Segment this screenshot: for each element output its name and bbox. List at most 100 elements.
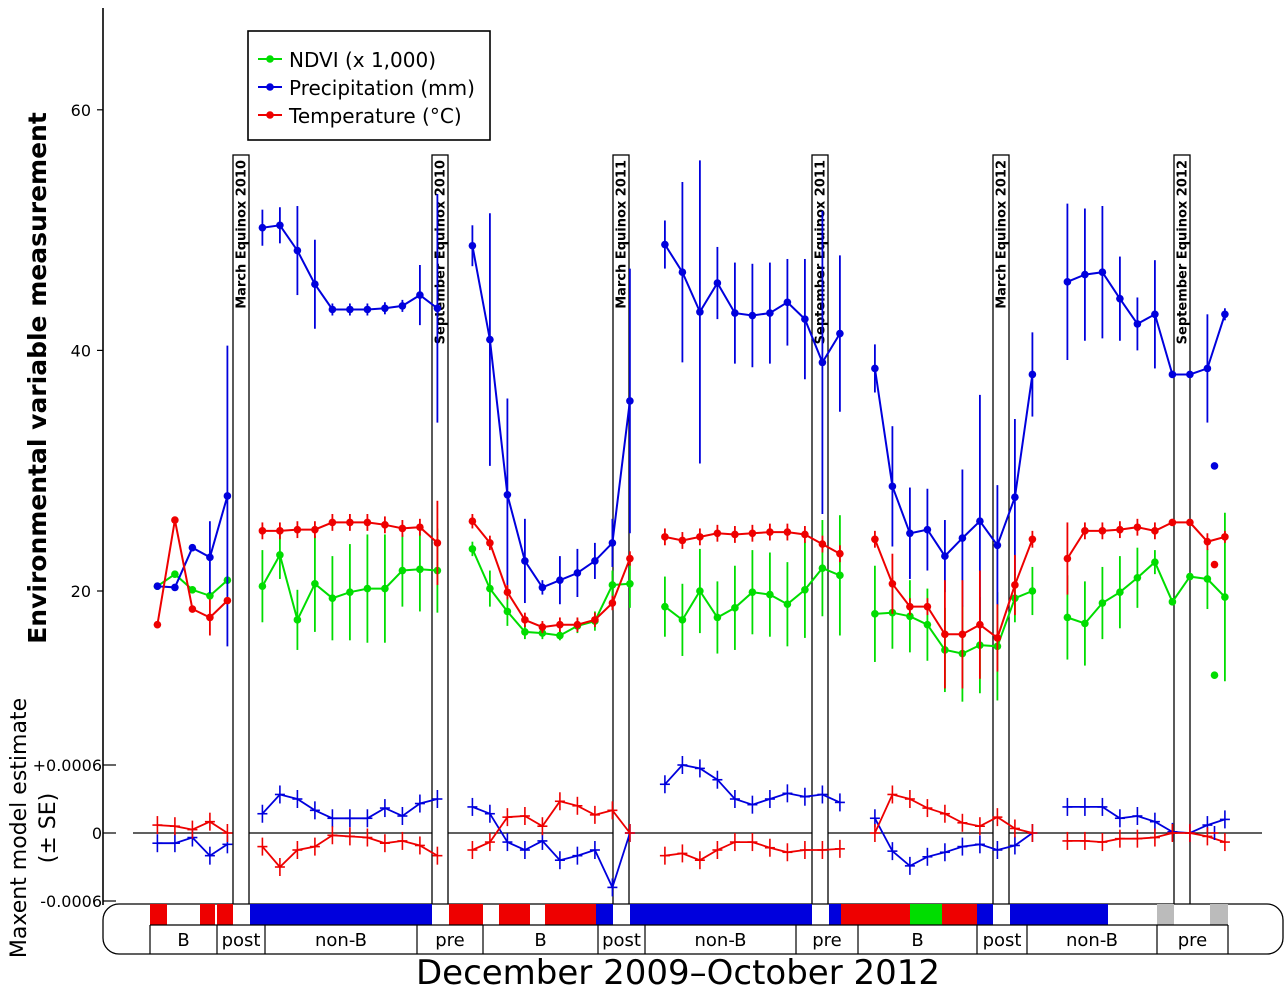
segment-label: post xyxy=(222,930,261,951)
precip-point xyxy=(1203,364,1212,373)
precip-point xyxy=(521,557,529,565)
segment-label: B xyxy=(534,930,546,951)
ndvi-line xyxy=(471,548,630,637)
precip-point xyxy=(1186,370,1194,379)
period-color-block xyxy=(449,904,483,925)
temp-point xyxy=(556,620,564,629)
y-tick-label-lower: 0 xyxy=(92,824,102,843)
precip-point xyxy=(678,268,687,277)
equinox-label: September Equinox 2011 xyxy=(814,160,829,344)
temp-point xyxy=(1098,527,1107,535)
temp-point xyxy=(1011,581,1019,589)
y-tick-label-lower: -0.0006 xyxy=(40,892,102,911)
ndvi-point xyxy=(871,610,879,618)
precip-point xyxy=(468,241,477,250)
temp-point xyxy=(433,539,442,547)
segment-label: non-B xyxy=(694,930,746,951)
temp-point xyxy=(1028,535,1037,544)
ndvi-point xyxy=(276,551,284,559)
temp-point xyxy=(346,518,354,527)
segment-label: non-B xyxy=(315,930,367,951)
temp-point xyxy=(188,605,197,613)
legend-label: Temperature (°C) xyxy=(288,104,462,128)
temp-point xyxy=(416,523,424,532)
period-color-block xyxy=(977,904,993,925)
legend-box xyxy=(247,30,491,141)
ndvi-point xyxy=(556,631,564,640)
ndvi-point xyxy=(713,613,722,622)
precip-point xyxy=(258,223,267,232)
precip-point xyxy=(1028,370,1037,379)
equinox-label: March Equinox 2012 xyxy=(995,160,1010,309)
y-axis-title-upper: Environmental variable measurement xyxy=(23,112,52,644)
temp-point xyxy=(888,579,897,588)
precip-line xyxy=(262,224,439,311)
temp-point xyxy=(923,602,932,611)
period-color-block xyxy=(200,904,215,925)
precip-point xyxy=(696,308,704,316)
ndvi-point xyxy=(468,545,477,553)
legend-label: Precipitation (mm) xyxy=(289,76,475,100)
precip-point xyxy=(276,221,284,230)
y-tick-label-lower: +0.0006 xyxy=(33,756,102,775)
temp-point xyxy=(713,529,722,538)
equinox-label: March Equinox 2011 xyxy=(615,160,630,309)
precip-line xyxy=(471,245,631,589)
precip-point xyxy=(958,534,967,542)
period-color-block xyxy=(829,904,841,925)
segment-label: pre xyxy=(812,930,842,951)
ndvi-point xyxy=(678,616,687,624)
precip-point xyxy=(171,583,179,592)
precip-point xyxy=(871,364,879,373)
legend-swatch-point xyxy=(266,111,274,119)
precip-point xyxy=(888,482,897,491)
y-axis-title-lower: Maxent model estimate xyxy=(7,698,32,958)
maxent-temp-line xyxy=(874,793,1033,834)
precip-point xyxy=(906,529,914,538)
temp-point xyxy=(1203,537,1212,546)
legend-swatch-point xyxy=(266,83,274,91)
precip-point xyxy=(713,279,722,287)
ndvi-point xyxy=(206,592,214,600)
precip-point xyxy=(293,246,302,255)
period-color-block xyxy=(499,904,530,925)
ndvi-point xyxy=(748,588,757,597)
ndvi-point xyxy=(398,566,407,575)
precip-point xyxy=(748,311,757,320)
equinox-label: March Equinox 2010 xyxy=(235,160,250,309)
temp-point xyxy=(1116,525,1124,534)
temp-point xyxy=(328,518,337,527)
precip-line xyxy=(873,368,1034,558)
temp-point xyxy=(258,527,267,535)
ndvi-point xyxy=(381,584,389,593)
maxent-temp-line xyxy=(472,800,631,851)
maxent-precip-line xyxy=(472,806,631,890)
precip-point xyxy=(363,305,372,314)
ndvi-point xyxy=(258,582,267,590)
ndvi-point xyxy=(328,594,337,603)
ndvi-point xyxy=(1028,587,1037,595)
period-color-block xyxy=(217,904,233,925)
precip-point xyxy=(1081,270,1089,279)
segment-label: post xyxy=(602,930,641,951)
ndvi-point xyxy=(783,600,792,609)
ndvi-point xyxy=(486,584,494,593)
ndvi-line xyxy=(874,590,1033,655)
temp-point xyxy=(661,533,669,541)
ndvi-point xyxy=(626,579,634,588)
y-axis-title-lower-sub: (± SE) xyxy=(36,793,61,863)
period-color-block xyxy=(545,904,596,925)
ndvi-point xyxy=(1081,619,1089,628)
temp-point xyxy=(1210,560,1219,569)
ndvi-point xyxy=(1168,598,1177,606)
legend-label: NDVI (x 1,000) xyxy=(289,48,436,72)
temp-point xyxy=(731,530,739,539)
precip-point xyxy=(416,291,424,299)
ndvi-line xyxy=(1067,560,1226,625)
ndvi-point xyxy=(188,585,197,594)
ndvi-point xyxy=(766,590,774,599)
precip-point xyxy=(153,582,162,590)
temp-point xyxy=(311,525,319,534)
precip-point xyxy=(766,309,774,317)
temp-point xyxy=(468,517,477,526)
